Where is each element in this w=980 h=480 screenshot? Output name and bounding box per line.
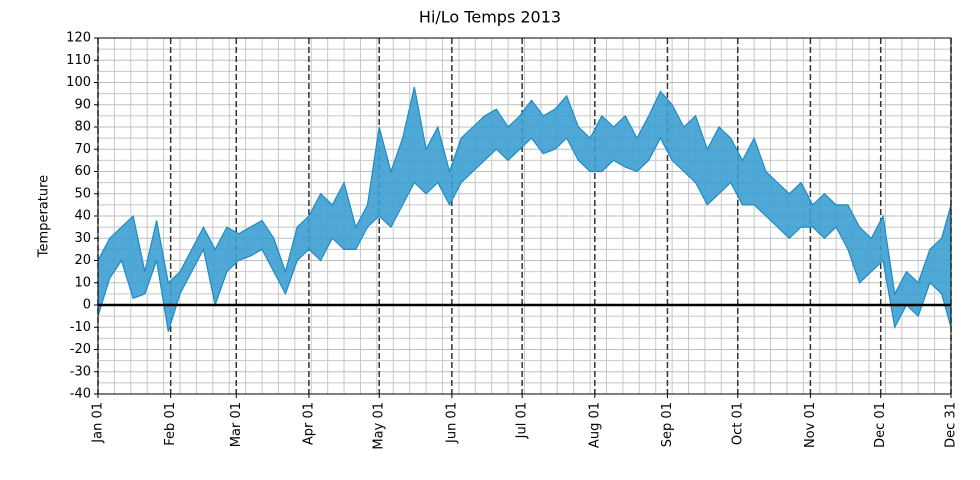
y-axis-label: Temperature xyxy=(37,175,52,258)
high-edge xyxy=(97,86,952,296)
x-tick-label: Jul 01 xyxy=(515,402,530,439)
x-tick-label: Apr 01 xyxy=(301,402,316,445)
y-tick-label: -30 xyxy=(70,364,91,379)
x-tick-label: Nov 01 xyxy=(803,402,818,448)
y-tick-label: 110 xyxy=(66,53,91,68)
temp-range-area xyxy=(98,86,951,332)
y-tick-label: 100 xyxy=(66,75,91,90)
y-tick-label: 20 xyxy=(74,253,91,268)
y-tick-label: 120 xyxy=(66,31,91,46)
x-tick-label: Feb 01 xyxy=(163,402,178,446)
x-tick-label: May 01 xyxy=(372,402,387,450)
low-edge xyxy=(97,136,952,332)
x-tick-label: Sep 01 xyxy=(660,402,675,447)
y-tick-label: -20 xyxy=(70,342,91,357)
x-tick-label: Aug 01 xyxy=(587,402,602,448)
y-tick-label: 90 xyxy=(74,97,91,112)
y-tick-label: 0 xyxy=(83,298,91,313)
x-tick-label: Mar 01 xyxy=(229,402,244,447)
y-tick-label: 70 xyxy=(74,142,91,157)
y-tick-label: 30 xyxy=(74,231,91,246)
y-tick-label: 40 xyxy=(74,209,91,224)
y-tick-label: 80 xyxy=(74,120,91,135)
y-tick-label: 50 xyxy=(74,186,91,201)
plot-frame xyxy=(97,37,952,395)
x-tick-label: Dec 01 xyxy=(873,402,888,448)
x-tick-label: Jun 01 xyxy=(444,402,459,444)
y-tick-label: 10 xyxy=(74,275,91,290)
y-tick-label: -10 xyxy=(70,320,91,335)
x-tick-label: Dec 31 xyxy=(944,402,959,448)
chart-title: Hi/Lo Temps 2013 xyxy=(419,8,561,27)
y-tick-label: -40 xyxy=(70,387,91,402)
x-tick-label: Oct 01 xyxy=(730,402,745,445)
x-tick-label: Jan 01 xyxy=(91,402,106,444)
y-tick-label: 60 xyxy=(74,164,91,179)
